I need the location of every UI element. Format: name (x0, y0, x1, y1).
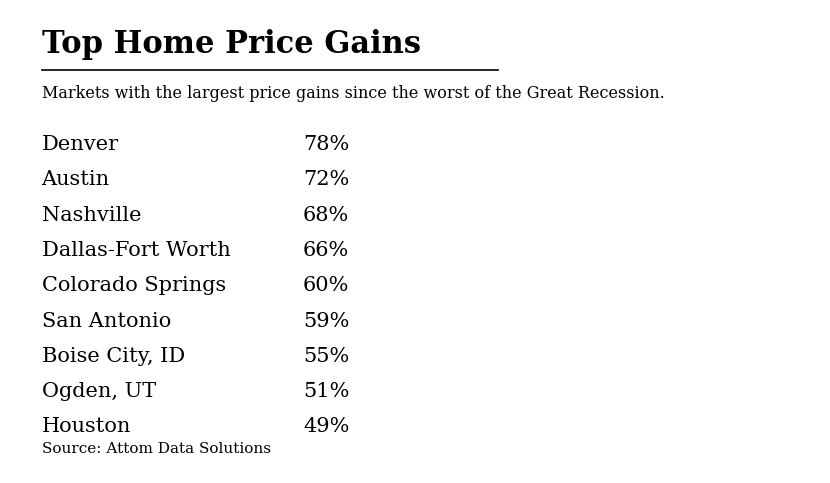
Text: 78%: 78% (303, 135, 349, 154)
Text: 49%: 49% (303, 417, 349, 436)
Text: 55%: 55% (303, 347, 349, 366)
Text: Boise City, ID: Boise City, ID (42, 347, 185, 366)
Text: 51%: 51% (303, 382, 349, 401)
Text: Houston: Houston (42, 417, 131, 436)
Text: Top Home Price Gains: Top Home Price Gains (42, 29, 421, 60)
Text: 66%: 66% (303, 241, 349, 260)
Text: Ogden, UT: Ogden, UT (42, 382, 156, 401)
Text: 72%: 72% (303, 170, 349, 189)
Text: Nashville: Nashville (42, 206, 141, 225)
Text: 59%: 59% (303, 312, 349, 330)
Text: Denver: Denver (42, 135, 119, 154)
Text: Colorado Springs: Colorado Springs (42, 276, 226, 295)
Text: Markets with the largest price gains since the worst of the Great Recession.: Markets with the largest price gains sin… (42, 85, 664, 101)
Text: Austin: Austin (42, 170, 110, 189)
Text: San Antonio: San Antonio (42, 312, 171, 330)
Text: 60%: 60% (303, 276, 349, 295)
Text: Dallas-Fort Worth: Dallas-Fort Worth (42, 241, 230, 260)
Text: 68%: 68% (303, 206, 349, 225)
Text: Source: Attom Data Solutions: Source: Attom Data Solutions (42, 442, 271, 456)
